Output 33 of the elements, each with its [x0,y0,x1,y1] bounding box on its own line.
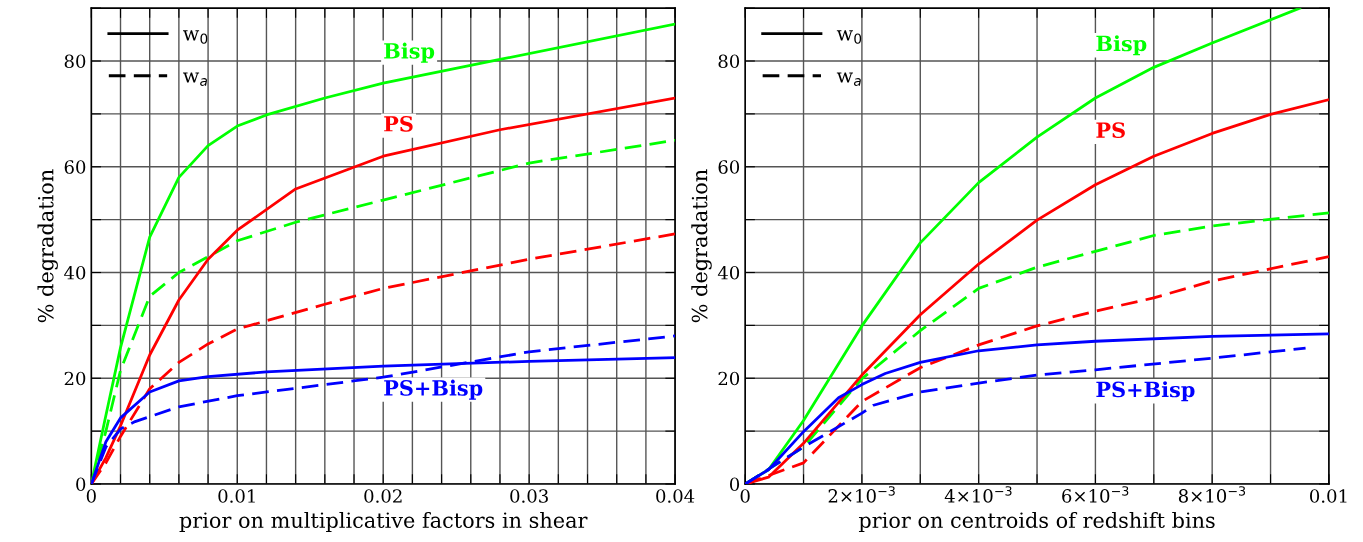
annotation: w$_{0}$ [836,30,862,44]
y-axis-title: % degradation [691,169,712,323]
series-label: PS+Bisp [384,379,483,400]
x-tick-label: 0.02 [364,489,402,503]
y-axis-title: % degradation [37,169,58,323]
x-axis-title: prior on centroids of redshift bins [858,511,1215,533]
x-tick-label: 0.04 [656,489,695,503]
y-tick-label: 20 [718,371,740,386]
y-tick-label: 80 [718,54,740,69]
series-label: Bisp [1096,35,1147,56]
x-tick-label: 4×10$^{−3}$ [944,486,1012,503]
annotation: w$_{0}$ [183,30,208,44]
x-tick-label: 0.01 [1310,489,1347,503]
x-tick-label: 0 [86,489,96,503]
x-tick-label: 0.03 [510,489,548,503]
annotation: w$_{a}$ [183,72,207,86]
x-tick-label: 0 [740,489,750,503]
x-tick-label: 0.01 [218,489,255,503]
series-label: Bisp [384,42,435,63]
annotation: w$_{a}$ [836,72,861,86]
y-tick-label: 60 [64,160,86,174]
y-tick-label: 20 [64,371,86,386]
x-tick-label: 8×10$^{−3}$ [1178,486,1246,503]
y-tick-label: 40 [64,265,86,280]
y-tick-label: 80 [64,54,86,69]
x-axis-title: prior on multiplicative factors in shear [179,511,588,533]
series-label: PS [1096,122,1125,138]
x-tick-label: 2×10$^{−3}$ [828,486,895,503]
y-tick-label: 40 [717,265,740,280]
x-tick-label: 6×10$^{−3}$ [1062,486,1129,503]
y-tick-label: 60 [718,160,740,174]
series-label: PS+Bisp [1096,381,1195,402]
series-label: PS [384,115,413,132]
